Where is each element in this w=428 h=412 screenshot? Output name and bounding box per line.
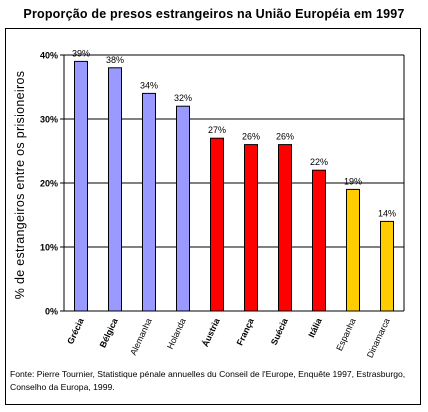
data-label: 34%: [140, 80, 158, 90]
x-tick-label: Áustria: [200, 317, 222, 349]
x-tick-label: Bélgica: [98, 317, 120, 350]
data-label: 32%: [174, 93, 192, 103]
bar: [176, 105, 190, 312]
bar: [210, 137, 224, 312]
source-note: Fonte: Pierre Tournier, Statistique péna…: [10, 369, 406, 392]
bar: [142, 92, 156, 312]
data-label: 26%: [242, 132, 260, 142]
bar: [278, 144, 292, 312]
bar: [346, 188, 360, 312]
y-axis-label: % de estrangeiros entre os prisioneiros: [13, 71, 27, 299]
data-label: 14%: [378, 208, 396, 218]
bar: [108, 67, 122, 312]
chart-frame: [5, 28, 421, 405]
plot-area: 0% 10% 20% 30% 40% 39% Grécia 38% Bélgica 34% Alem…: [40, 48, 405, 360]
data-label: 26%: [276, 132, 294, 142]
x-tick-label: França: [235, 317, 256, 347]
y-tick-label: 30%: [40, 115, 58, 125]
x-tick-label: Grécia: [65, 317, 86, 346]
x-tick-label: Itália: [306, 317, 324, 339]
data-label: 19%: [344, 176, 362, 186]
bar: [312, 169, 326, 312]
data-label: 22%: [310, 157, 328, 167]
data-label: 38%: [106, 55, 124, 65]
x-tick-label: Holanda: [165, 317, 188, 351]
y-tick-label: 0%: [45, 307, 58, 317]
bar: [244, 144, 258, 312]
y-tick-label: 40%: [40, 51, 58, 61]
data-label: 27%: [208, 125, 226, 135]
chart-title: Proporção de presos estrangeiros na Uniã…: [23, 7, 405, 21]
x-tick-label: Alemanha: [128, 317, 154, 357]
data-label: 39%: [72, 48, 90, 58]
x-tick-label: Suécia: [269, 317, 290, 347]
bar: [74, 60, 88, 312]
bar: [380, 220, 394, 312]
y-tick-label: 20%: [40, 179, 58, 189]
y-tick-label: 10%: [40, 243, 58, 253]
x-tick-label: Dinamarca: [365, 317, 392, 360]
x-tick-label: Espanha: [334, 317, 358, 353]
